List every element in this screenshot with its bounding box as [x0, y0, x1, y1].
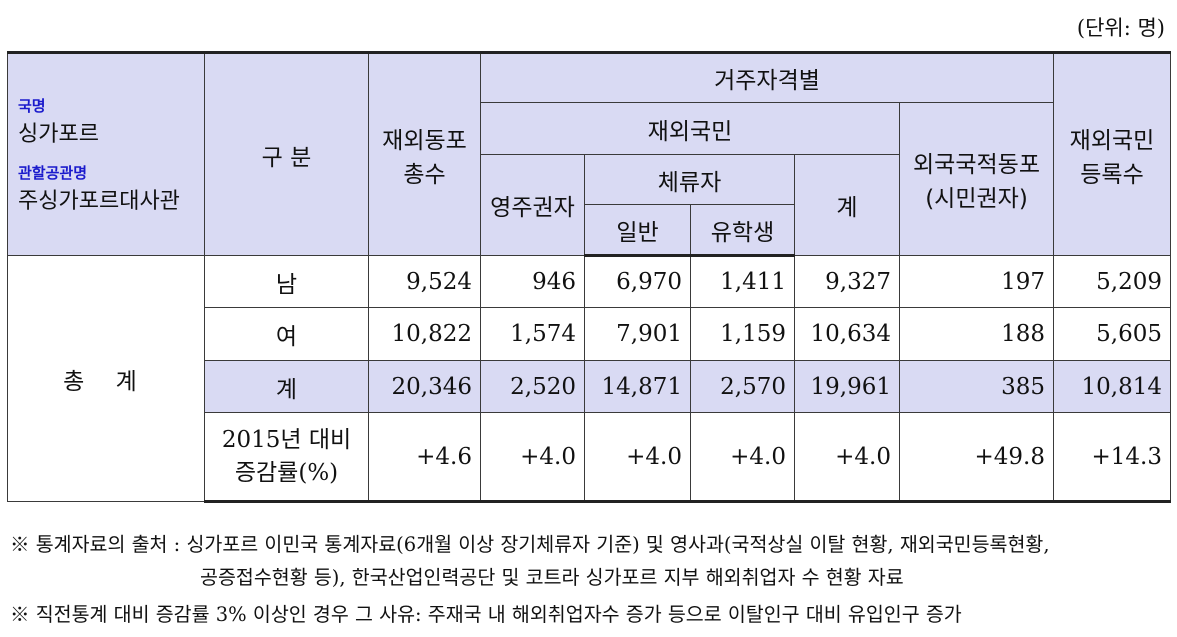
source-note: ※ 통계자료의 출처 : 싱가포르 이민국 통계자료(6개월 이상 장기체류자 …	[10, 533, 1050, 556]
unit-label: (단위: 명)	[1076, 16, 1165, 40]
permanent-cell: 1,574	[480, 307, 585, 361]
overseas-nationals-header: 재외국민	[480, 102, 900, 155]
sojourners-header: 체류자	[584, 154, 795, 205]
total-cell: 20,346	[368, 360, 481, 413]
students-cell: 2,570	[690, 360, 795, 413]
permanent-cell: 2,520	[480, 360, 585, 413]
reason-note: ※ 직전통계 대비 증감률 3% 이상인 경우 그 사유: 주재국 내 해외취업…	[10, 603, 962, 626]
general-cell: +4.0	[584, 412, 691, 503]
permanent-cell: 946	[480, 255, 585, 308]
foreign-nationals-header: 외국국적동포 (시민권자)	[899, 102, 1054, 256]
students-cell: +4.0	[690, 412, 795, 503]
overseas-koreans-table: 국명 싱가포르 관할공관명 주싱가포르대사관 구 분 재외동포 총수 거주자격별…	[7, 51, 1171, 503]
total-overseas-header: 재외동포 총수	[368, 51, 481, 256]
registered-cell: +14.3	[1053, 412, 1171, 503]
subtotal-cell: 10,634	[794, 307, 900, 361]
students-cell: 1,159	[690, 307, 795, 361]
table-row: 2015년 대비 증감률(%) +4.6 +4.0 +4.0 +4.0 +4.0…	[8, 412, 1171, 503]
total-cell: +4.6	[368, 412, 481, 503]
row-label: 남	[204, 255, 369, 308]
country-cell: 국명 싱가포르 관할공관명 주싱가포르대사관	[7, 51, 205, 256]
office-value: 주싱가포르대사관	[18, 188, 180, 214]
row-label: 2015년 대비 증감률(%)	[204, 412, 369, 503]
general-cell: 14,871	[584, 360, 691, 413]
office-label: 관할공관명	[18, 163, 88, 182]
general-cell: 7,901	[584, 307, 691, 361]
subtotal-cell: 19,961	[794, 360, 900, 413]
permanent-header: 영주권자	[480, 154, 585, 256]
registered-cell: 5,209	[1053, 255, 1171, 308]
total-label: 총 계	[7, 255, 205, 502]
table-row: 총 계 남 9,524 946 6,970 1,411 9,327 197 5,…	[7, 255, 1171, 502]
foreign-cell: 188	[899, 307, 1054, 361]
residence-group-header: 거주자격별	[480, 51, 1054, 103]
students-cell: 1,411	[690, 255, 795, 308]
table-row: 계 20,346 2,520 14,871 2,570 19,961 385 1…	[8, 360, 1171, 413]
row-label: 계	[204, 360, 369, 413]
subtotal-cell: 9,327	[794, 255, 900, 308]
registered-header: 재외국민 등록수	[1053, 51, 1171, 256]
total-cell: 9,524	[368, 255, 481, 308]
row-label: 여	[204, 307, 369, 361]
students-header: 유학생	[690, 204, 795, 257]
registered-cell: 10,814	[1053, 360, 1171, 413]
source-note-continued: 공증접수현황 등), 한국산업인력공단 및 코트라 싱가포르 지부 해외취업자 …	[200, 566, 904, 589]
foreign-cell: 197	[899, 255, 1054, 308]
general-header: 일반	[584, 204, 691, 257]
general-cell: 6,970	[584, 255, 691, 308]
registered-cell: 5,605	[1053, 307, 1171, 361]
subtotal-header: 계	[794, 154, 900, 256]
country-value: 싱가포르	[18, 121, 99, 147]
permanent-cell: +4.0	[480, 412, 585, 503]
category-header: 구 분	[204, 51, 369, 256]
country-label: 국명	[18, 96, 46, 115]
total-cell: 10,822	[368, 307, 481, 361]
subtotal-cell: +4.0	[794, 412, 900, 503]
foreign-cell: +49.8	[899, 412, 1054, 503]
foreign-cell: 385	[899, 360, 1054, 413]
table-row: 여 10,822 1,574 7,901 1,159 10,634 188 5,…	[8, 307, 1171, 361]
